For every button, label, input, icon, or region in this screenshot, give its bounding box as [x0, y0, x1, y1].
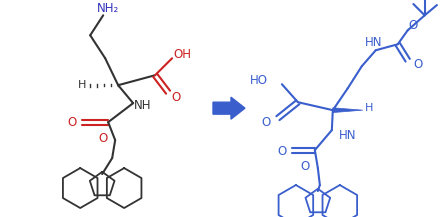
Text: O: O — [68, 116, 77, 129]
Text: NH: NH — [134, 99, 152, 112]
Text: OH: OH — [173, 48, 191, 61]
Text: O: O — [300, 159, 309, 173]
Text: HN: HN — [365, 36, 382, 49]
Polygon shape — [333, 108, 363, 113]
Text: O: O — [172, 91, 181, 104]
Text: NH₂: NH₂ — [97, 2, 119, 15]
Text: O: O — [99, 132, 108, 145]
Text: H: H — [78, 80, 86, 90]
Text: H: H — [365, 103, 373, 113]
Text: O: O — [277, 145, 286, 158]
Text: O: O — [261, 116, 271, 129]
FancyArrow shape — [213, 97, 245, 119]
Text: HO: HO — [250, 74, 268, 87]
Text: O: O — [413, 58, 422, 71]
Text: O: O — [408, 19, 417, 32]
Text: HN: HN — [339, 129, 356, 142]
